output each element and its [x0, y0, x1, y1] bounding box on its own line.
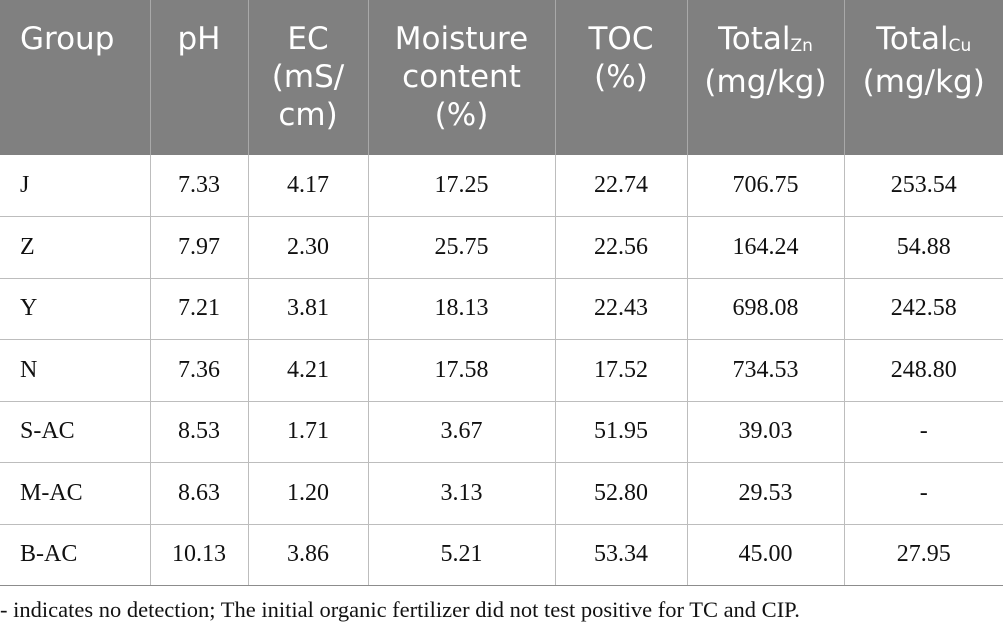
cell-total-zn: 29.53 [686, 462, 844, 525]
cell-group: N [0, 339, 150, 402]
table-row: B-AC 10.13 3.86 5.21 53.34 45.00 27.95 [0, 524, 1003, 586]
cell-total-cu: 54.88 [843, 216, 1003, 279]
header-toc: TOC (%) [554, 0, 687, 155]
cell-group: J [0, 155, 150, 217]
cell-toc: 22.74 [554, 155, 687, 217]
cell-total-zn: 706.75 [686, 155, 844, 217]
cell-group: Z [0, 216, 150, 279]
cell-ec: 1.20 [247, 462, 368, 525]
cell-ec: 4.21 [247, 339, 368, 402]
header-total-zn: TotalZn (mg/​kg) [686, 0, 844, 155]
cell-ph: 7.21 [149, 278, 248, 340]
cell-moisture: 3.67 [367, 401, 555, 463]
cell-group: M-AC [0, 462, 150, 525]
cell-moisture: 17.58 [367, 339, 555, 402]
cell-toc: 17.52 [554, 339, 687, 402]
cell-ph: 7.36 [149, 339, 248, 402]
cell-toc: 22.43 [554, 278, 687, 340]
cell-total-cu: 253.54 [843, 155, 1003, 217]
cell-total-cu: 242.58 [843, 278, 1003, 340]
header-total-cu: TotalCu (mg/​kg) [843, 0, 1003, 155]
cell-ec: 3.86 [247, 524, 368, 586]
cell-total-cu: - [843, 462, 1003, 525]
table-row: J 7.33 4.17 17.25 22.74 706.75 253.54 [0, 155, 1003, 217]
cell-toc: 22.56 [554, 216, 687, 279]
header-ph: pH [149, 0, 248, 155]
cell-total-zn: 164.24 [686, 216, 844, 279]
cell-total-zn: 45.00 [686, 524, 844, 586]
cell-group: S-AC [0, 401, 150, 463]
table-row: Z 7.97 2.30 25.75 22.56 164.24 54.88 [0, 216, 1003, 279]
header-group: Group [0, 0, 150, 155]
cell-toc: 51.95 [554, 401, 687, 463]
cell-ph: 7.97 [149, 216, 248, 279]
cell-total-cu: 248.80 [843, 339, 1003, 402]
header-moisture-content: Moisture content (%) [367, 0, 555, 155]
cell-ec: 1.71 [247, 401, 368, 463]
cell-ph: 10.13 [149, 524, 248, 586]
table-footnote: - indicates no detection; The initial or… [0, 597, 800, 622]
cell-ec: 4.17 [247, 155, 368, 217]
cell-ec: 3.81 [247, 278, 368, 340]
table-row: Y 7.21 3.81 18.13 22.43 698.08 242.58 [0, 278, 1003, 340]
table-row: S-AC 8.53 1.71 3.67 51.95 39.03 - [0, 401, 1003, 463]
cell-moisture: 3.13 [367, 462, 555, 525]
table-header: Group pH EC (mS/​cm) Moisture content (%… [0, 0, 1003, 155]
cell-ec: 2.30 [247, 216, 368, 279]
cell-moisture: 17.25 [367, 155, 555, 217]
cell-moisture: 18.13 [367, 278, 555, 340]
table-body: J 7.33 4.17 17.25 22.74 706.75 253.54 Z … [0, 155, 1003, 586]
cell-moisture: 5.21 [367, 524, 555, 586]
header-total-zn-subscript: Zn [790, 36, 813, 56]
cell-moisture: 25.75 [367, 216, 555, 279]
cell-group: B-AC [0, 524, 150, 586]
cell-ph: 7.33 [149, 155, 248, 217]
data-table: Group pH EC (mS/​cm) Moisture content (%… [0, 0, 1003, 586]
header-total-cu-subscript: Cu [948, 36, 972, 56]
header-row: Group pH EC (mS/​cm) Moisture content (%… [0, 0, 1003, 155]
cell-total-zn: 39.03 [686, 401, 844, 463]
cell-total-zn: 698.08 [686, 278, 844, 340]
cell-total-zn: 734.53 [686, 339, 844, 402]
header-ec: EC (mS/​cm) [247, 0, 368, 155]
cell-total-cu: - [843, 401, 1003, 463]
table-row: N 7.36 4.21 17.58 17.52 734.53 248.80 [0, 339, 1003, 402]
cell-total-cu: 27.95 [843, 524, 1003, 586]
cell-toc: 53.34 [554, 524, 687, 586]
table-row: M-AC 8.63 1.20 3.13 52.80 29.53 - [0, 462, 1003, 525]
cell-ph: 8.63 [149, 462, 248, 525]
cell-ph: 8.53 [149, 401, 248, 463]
cell-group: Y [0, 278, 150, 340]
cell-toc: 52.80 [554, 462, 687, 525]
